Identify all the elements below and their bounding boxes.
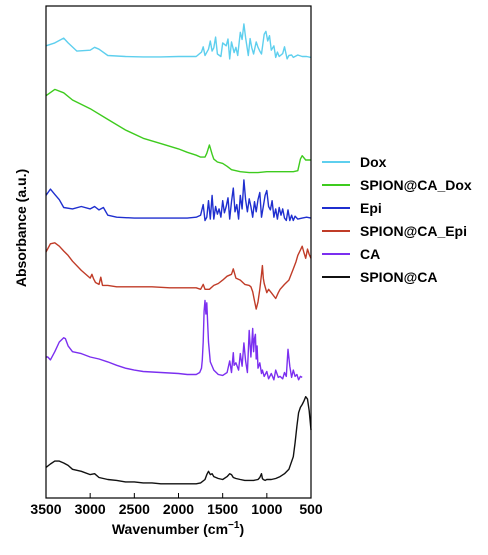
legend-label-epi: Epi [360,200,382,216]
series-line-epi [45,179,312,222]
y-axis-title: Absorbance (a.u.) [13,169,29,287]
plot-frame [45,5,312,499]
legend-label-spion-ca-epi: SPION@CA_Epi [360,223,467,239]
x-axis-title-suffix: ) [239,521,244,537]
series-line-spion-ca-dox [45,88,311,174]
x-axis-title-main: Wavenumber (cm [112,521,228,537]
x-tick-label-1000: 1000 [251,501,282,517]
x-axis-title: Wavenumber (cm−1) [112,520,244,537]
x-axis-title-superscript: −1 [228,520,240,531]
legend: Dox SPION@CA_Dox Epi SPION@CA_Epi CA SPION@CA [322,154,472,285]
x-tick-label-500: 500 [299,501,323,517]
x-tick-label-3500: 3500 [30,501,61,517]
x-axis: 3500 3000 2500 2000 1500 1000 500 [30,493,323,517]
legend-label-spion-ca-dox: SPION@CA_Dox [360,177,472,193]
x-tick-label-3000: 3000 [75,501,106,517]
legend-label-spion-ca: SPION@CA [360,269,437,285]
series-line-spion-ca-epi [45,242,312,310]
series-line-spion-ca [45,396,312,485]
plot-series-group [45,23,312,485]
x-tick-label-2000: 2000 [163,501,194,517]
legend-label-ca: CA [360,246,380,262]
x-tick-label-2500: 2500 [119,501,150,517]
legend-label-dox: Dox [360,154,387,170]
x-tick-label-1500: 1500 [207,501,238,517]
series-line-dox [45,23,312,60]
series-line-ca [46,299,303,381]
